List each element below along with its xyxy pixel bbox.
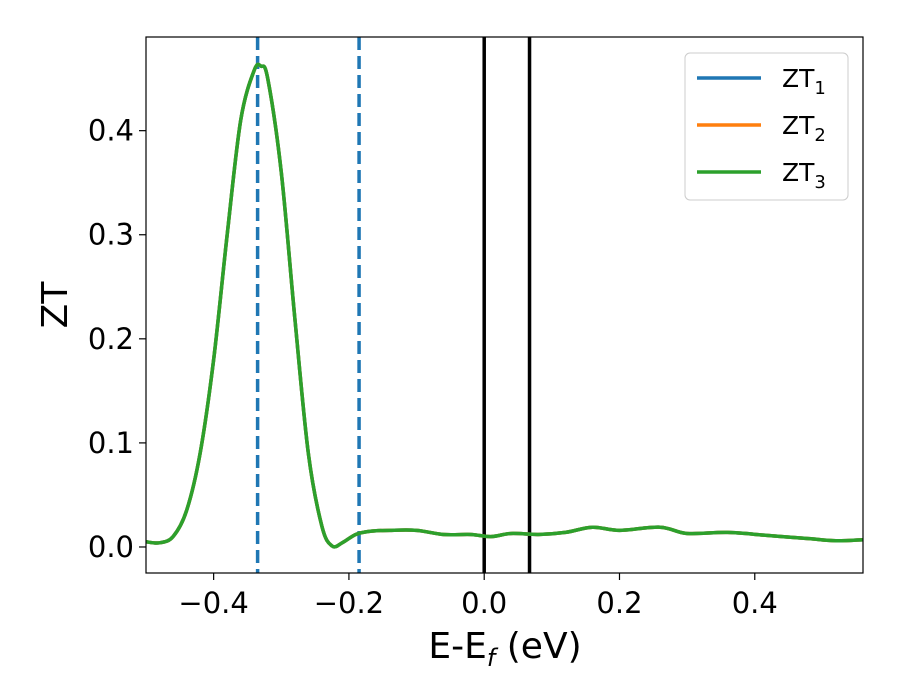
y-tick-label: 0.3 [88,218,134,252]
x-axis-label-main: E-E [428,626,486,667]
x-axis-ticks: −0.4 −0.2 0.0 0.2 0.4 [178,573,778,620]
vertical-reference-lines [255,37,532,573]
legend-label-zt1: ZT1 [782,64,826,99]
x-tick-label: −0.2 [314,586,384,620]
legend-frame [684,52,849,201]
legend-label-subscript: 3 [814,172,825,193]
y-tick-label: 0.0 [88,530,134,564]
y-axis-ticks: 0.0 0.1 0.2 0.3 0.4 [88,114,146,564]
legend-label-base: ZT [782,64,815,93]
x-tick-label: 0.0 [461,586,507,620]
y-axis-label: ZT [35,281,76,329]
legend-label-zt2: ZT2 [782,111,826,146]
plot-frame [145,36,864,574]
legend-label-subscript: 1 [814,78,825,99]
y-tick-label: 0.2 [88,322,134,356]
x-tick-label: 0.4 [732,586,778,620]
x-axis-label: E-Ef (eV) [428,626,581,672]
series-lines [146,62,863,549]
legend-label-zt3: ZT3 [782,158,826,193]
x-axis-label-suffix: (eV) [495,626,581,667]
legend-label-subscript: 2 [814,125,825,146]
x-tick-label: 0.2 [596,586,642,620]
y-tick-label: 0.1 [88,426,134,460]
series-line-zt3 [146,62,863,549]
y-tick-label: 0.4 [88,114,134,148]
legend-label-base: ZT [782,158,815,187]
legend-label-base: ZT [782,111,815,140]
x-tick-label: −0.4 [178,586,248,620]
